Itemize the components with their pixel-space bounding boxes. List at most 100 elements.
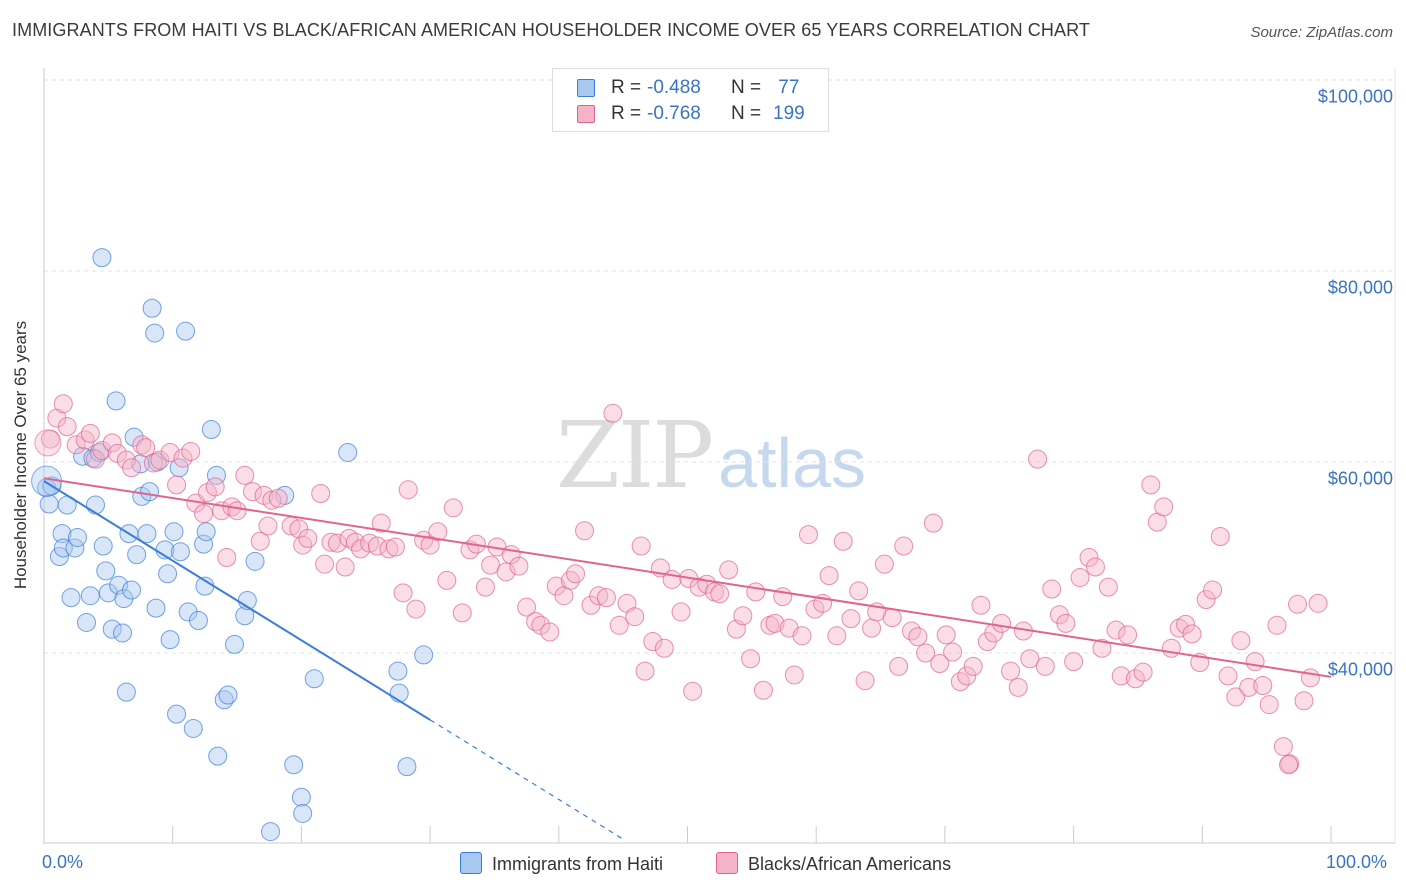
- black-point: [526, 611, 546, 631]
- haiti-point: [52, 524, 72, 544]
- black-point: [733, 606, 753, 626]
- y-axis-title: Householder Income Over 65 years: [11, 320, 30, 590]
- haiti-point: [92, 248, 112, 268]
- black-point: [741, 649, 761, 669]
- haiti-point: [397, 757, 417, 777]
- black-point: [509, 556, 529, 576]
- black-point: [784, 665, 804, 685]
- legend-swatch-haiti: [577, 79, 595, 97]
- black-point: [227, 501, 247, 521]
- black-trend-line: [43, 477, 1332, 678]
- haiti-point: [146, 598, 166, 618]
- haiti-point: [61, 588, 81, 608]
- black-point: [916, 643, 936, 663]
- legend-r-value: -0.768: [647, 103, 701, 124]
- black-point: [268, 488, 288, 508]
- black-point: [496, 562, 516, 582]
- black-point: [589, 586, 609, 606]
- black-point: [635, 661, 655, 681]
- haiti-point: [93, 536, 113, 556]
- haiti-point: [145, 323, 165, 343]
- black-point: [1042, 579, 1062, 599]
- black-point: [517, 597, 537, 617]
- y-tick-label: $40,000: [1327, 659, 1393, 680]
- black-point: [1196, 590, 1216, 610]
- haiti-point: [53, 538, 73, 558]
- legend-n-value: 199: [773, 103, 805, 124]
- black-point: [1035, 656, 1055, 676]
- chart-title: IMMIGRANTS FROM HAITI VS BLACK/AFRICAN A…: [12, 20, 1090, 40]
- haiti-trend-line: [43, 480, 431, 721]
- black-point: [566, 564, 586, 584]
- black-point: [80, 423, 100, 443]
- watermark-atlas: atlas: [718, 424, 867, 502]
- bottom-legend-black: Blacks/African Americans: [716, 852, 951, 875]
- haiti-point: [167, 704, 187, 724]
- black-point: [262, 490, 282, 510]
- black-point: [689, 577, 709, 597]
- black-point: [1161, 638, 1181, 658]
- x-tick-min: 0.0%: [42, 852, 84, 872]
- black-point: [428, 522, 448, 542]
- black-point: [194, 504, 214, 524]
- black-point: [205, 477, 225, 497]
- haiti-point: [80, 586, 100, 606]
- black-point: [136, 438, 156, 458]
- black-point: [1085, 557, 1105, 577]
- black-point: [643, 632, 663, 652]
- bottom-legend-swatch-black: [716, 852, 738, 874]
- black-point: [335, 557, 355, 577]
- black-point: [167, 475, 187, 495]
- black-point: [321, 532, 341, 552]
- black-point: [792, 626, 812, 646]
- black-point: [609, 615, 629, 635]
- haiti-point: [176, 321, 196, 341]
- black-point: [1070, 568, 1090, 588]
- haiti-point: [208, 746, 228, 766]
- haiti-point: [39, 494, 59, 514]
- haiti-point: [183, 718, 203, 738]
- haiti-point: [261, 822, 281, 842]
- black-point: [1239, 677, 1259, 697]
- black-point: [971, 595, 991, 615]
- haiti-point: [127, 545, 147, 565]
- black-point: [258, 516, 278, 536]
- watermark: ZIPatlas: [556, 402, 866, 509]
- haiti-point: [170, 542, 190, 562]
- haiti-point: [201, 420, 221, 440]
- black-point: [1064, 652, 1084, 672]
- black-point: [1098, 577, 1118, 597]
- black-point: [235, 465, 255, 485]
- black-point: [242, 482, 262, 502]
- black-point: [662, 569, 682, 589]
- haiti-point: [158, 564, 178, 584]
- black-point: [855, 671, 875, 691]
- black-point: [443, 498, 463, 518]
- haiti-point: [140, 482, 160, 502]
- black-point: [957, 666, 977, 686]
- haiti-point: [235, 606, 255, 626]
- black-point: [293, 535, 313, 555]
- black-point: [181, 441, 201, 461]
- black-point: [603, 403, 623, 423]
- black-point: [197, 483, 217, 503]
- haiti-point: [338, 442, 358, 462]
- black-point: [1288, 594, 1308, 614]
- black-point: [992, 613, 1012, 633]
- black-point: [1279, 755, 1299, 775]
- black-point: [385, 537, 405, 557]
- black-point: [406, 599, 426, 619]
- black-point: [1273, 737, 1293, 757]
- black-point: [102, 433, 122, 453]
- haiti-point: [293, 803, 313, 823]
- black-point: [311, 484, 331, 504]
- black-point: [889, 656, 909, 676]
- black-point: [379, 539, 399, 559]
- haiti-point: [164, 522, 184, 542]
- black-point: [683, 681, 703, 701]
- black-point: [173, 448, 193, 468]
- black-point: [250, 531, 270, 551]
- legend-n-value: 77: [773, 77, 800, 98]
- haiti-point: [304, 669, 324, 689]
- black-point: [560, 570, 580, 590]
